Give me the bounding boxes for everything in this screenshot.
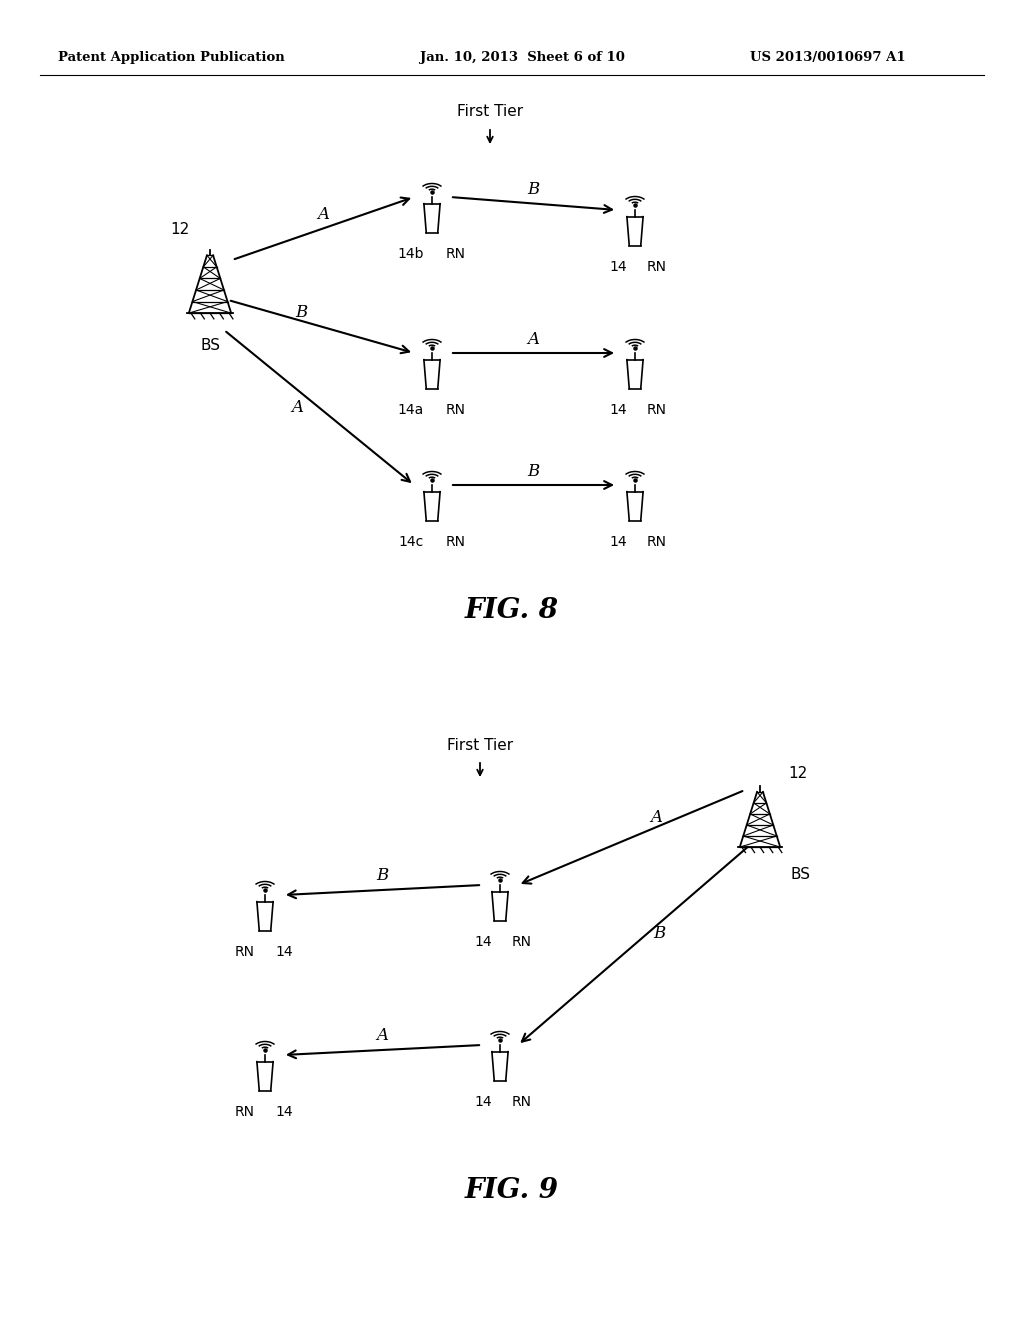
Text: RN: RN xyxy=(647,403,667,417)
Text: B: B xyxy=(377,867,389,884)
Text: US 2013/0010697 A1: US 2013/0010697 A1 xyxy=(750,51,905,65)
Text: RN: RN xyxy=(647,260,667,275)
Text: RN: RN xyxy=(446,247,466,261)
Text: A: A xyxy=(527,330,540,347)
Text: 14: 14 xyxy=(609,535,627,549)
Text: B: B xyxy=(527,181,540,198)
Text: Patent Application Publication: Patent Application Publication xyxy=(58,51,285,65)
Text: A: A xyxy=(377,1027,388,1044)
Text: RN: RN xyxy=(647,535,667,549)
Text: 14: 14 xyxy=(275,945,293,960)
Text: B: B xyxy=(653,924,666,941)
Text: B: B xyxy=(527,462,540,479)
Text: BS: BS xyxy=(200,338,220,352)
Text: FIG. 8: FIG. 8 xyxy=(465,597,559,623)
Text: 14: 14 xyxy=(609,403,627,417)
Text: A: A xyxy=(650,809,663,826)
Text: First Tier: First Tier xyxy=(457,104,523,120)
Text: RN: RN xyxy=(234,945,255,960)
Text: A: A xyxy=(317,206,329,223)
Text: 14: 14 xyxy=(474,935,492,949)
Text: 14a: 14a xyxy=(397,403,424,417)
Text: 12: 12 xyxy=(170,223,189,238)
Text: 14c: 14c xyxy=(398,535,424,549)
Text: A: A xyxy=(291,399,303,416)
Text: B: B xyxy=(295,304,307,321)
Text: BS: BS xyxy=(790,867,810,882)
Text: RN: RN xyxy=(446,403,466,417)
Text: RN: RN xyxy=(234,1105,255,1119)
Text: First Tier: First Tier xyxy=(446,738,513,752)
Text: RN: RN xyxy=(512,935,532,949)
Text: FIG. 9: FIG. 9 xyxy=(465,1176,559,1204)
Text: 14: 14 xyxy=(275,1105,293,1119)
Text: 14: 14 xyxy=(474,1096,492,1109)
Text: RN: RN xyxy=(512,1096,532,1109)
Text: Jan. 10, 2013  Sheet 6 of 10: Jan. 10, 2013 Sheet 6 of 10 xyxy=(420,51,625,65)
Text: RN: RN xyxy=(446,535,466,549)
Text: 14b: 14b xyxy=(397,247,424,261)
Text: 12: 12 xyxy=(788,766,807,780)
Text: 14: 14 xyxy=(609,260,627,275)
